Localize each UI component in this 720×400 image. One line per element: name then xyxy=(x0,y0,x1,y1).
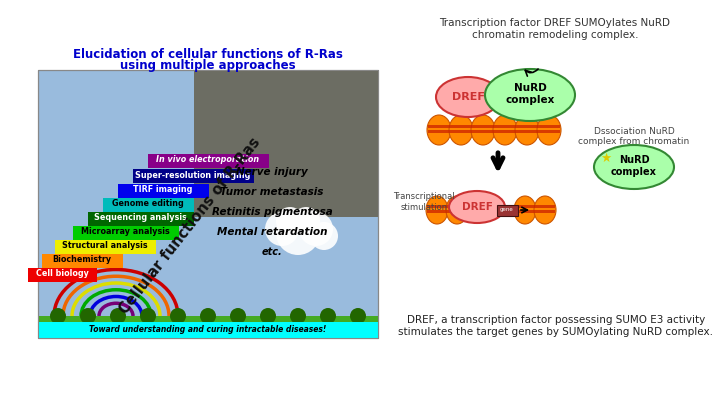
Circle shape xyxy=(140,308,156,324)
Circle shape xyxy=(350,308,366,324)
Ellipse shape xyxy=(534,196,556,224)
Text: Transcriptional
stimulation: Transcriptional stimulation xyxy=(393,192,455,212)
Text: Nerve injury: Nerve injury xyxy=(236,167,308,177)
Ellipse shape xyxy=(515,115,539,145)
Bar xyxy=(428,130,450,133)
Bar xyxy=(515,205,535,208)
Bar xyxy=(450,130,472,133)
Circle shape xyxy=(200,308,216,324)
Bar xyxy=(427,205,447,208)
Circle shape xyxy=(290,308,306,324)
Ellipse shape xyxy=(436,77,500,117)
Ellipse shape xyxy=(514,196,536,224)
Bar xyxy=(447,210,467,213)
Text: Sequencing analysis: Sequencing analysis xyxy=(94,214,187,222)
Circle shape xyxy=(276,211,320,255)
Bar xyxy=(427,210,447,213)
Ellipse shape xyxy=(471,115,495,145)
FancyBboxPatch shape xyxy=(117,184,209,198)
Text: Microarray analysis: Microarray analysis xyxy=(81,228,170,236)
Text: stimulates the target genes by SUMOylating NuRD complex.: stimulates the target genes by SUMOylati… xyxy=(398,327,714,337)
Text: Toward understanding and curing intractable diseases!: Toward understanding and curing intracta… xyxy=(89,326,327,334)
Text: Mental retardation: Mental retardation xyxy=(217,227,328,237)
Circle shape xyxy=(310,222,338,250)
Circle shape xyxy=(260,308,276,324)
Text: Cellular functions of R-Ras: Cellular functions of R-Ras xyxy=(117,134,264,316)
Circle shape xyxy=(230,308,246,324)
Text: TIRF imaging: TIRF imaging xyxy=(133,186,193,194)
Bar xyxy=(535,210,555,213)
Text: chromatin remodeling complex.: chromatin remodeling complex. xyxy=(472,30,638,40)
FancyBboxPatch shape xyxy=(497,204,518,216)
Text: gene: gene xyxy=(500,208,514,212)
FancyBboxPatch shape xyxy=(42,254,122,268)
Ellipse shape xyxy=(493,115,517,145)
Ellipse shape xyxy=(537,115,561,145)
Bar xyxy=(516,130,538,133)
FancyBboxPatch shape xyxy=(148,154,269,168)
Circle shape xyxy=(265,212,299,246)
FancyBboxPatch shape xyxy=(88,212,194,226)
Bar xyxy=(38,70,378,338)
FancyBboxPatch shape xyxy=(102,198,194,212)
Ellipse shape xyxy=(426,196,448,224)
Bar xyxy=(472,130,494,133)
Circle shape xyxy=(320,308,336,324)
Bar xyxy=(515,210,535,213)
Text: Structural analysis: Structural analysis xyxy=(62,242,148,250)
Text: complex from chromatin: complex from chromatin xyxy=(578,138,690,146)
Text: Cell biology: Cell biology xyxy=(35,270,89,278)
Text: Genome editing: Genome editing xyxy=(112,200,184,208)
Bar xyxy=(450,125,472,128)
Text: ★: ★ xyxy=(600,152,611,164)
FancyBboxPatch shape xyxy=(73,226,179,240)
Ellipse shape xyxy=(594,145,674,189)
Bar xyxy=(472,125,494,128)
Text: Elucidation of cellular functions of R-Ras: Elucidation of cellular functions of R-R… xyxy=(73,48,343,60)
Text: Super-resolution imaging: Super-resolution imaging xyxy=(135,170,251,180)
Bar xyxy=(516,125,538,128)
Text: Tumor metastasis: Tumor metastasis xyxy=(220,187,324,197)
Circle shape xyxy=(110,308,126,324)
FancyBboxPatch shape xyxy=(132,168,253,182)
Bar xyxy=(38,316,378,338)
Text: NuRD
complex: NuRD complex xyxy=(505,83,554,105)
Text: Dssociation NuRD: Dssociation NuRD xyxy=(593,128,675,136)
Text: using multiple approaches: using multiple approaches xyxy=(120,58,296,72)
Text: DREF: DREF xyxy=(451,92,485,102)
Text: Biochemistry: Biochemistry xyxy=(53,256,112,264)
Text: Transcription factor DREF SUMOylates NuRD: Transcription factor DREF SUMOylates NuR… xyxy=(439,18,670,28)
Bar xyxy=(447,205,467,208)
Bar xyxy=(538,130,560,133)
Ellipse shape xyxy=(427,115,451,145)
Bar xyxy=(428,125,450,128)
Bar xyxy=(494,130,516,133)
Bar xyxy=(38,70,378,338)
Circle shape xyxy=(50,308,66,324)
Ellipse shape xyxy=(449,115,473,145)
FancyBboxPatch shape xyxy=(55,240,156,254)
Circle shape xyxy=(292,207,320,235)
Ellipse shape xyxy=(446,196,468,224)
Text: NuRD
complex: NuRD complex xyxy=(611,155,657,177)
Circle shape xyxy=(299,212,333,246)
Text: In vivo electroporation: In vivo electroporation xyxy=(156,156,260,164)
Bar xyxy=(494,125,516,128)
Bar xyxy=(538,125,560,128)
Text: etc.: etc. xyxy=(261,247,282,257)
Text: Retinitis pigmentosa: Retinitis pigmentosa xyxy=(212,207,333,217)
Circle shape xyxy=(80,308,96,324)
Circle shape xyxy=(170,308,186,324)
Bar xyxy=(535,205,555,208)
Ellipse shape xyxy=(449,191,505,223)
Circle shape xyxy=(276,207,304,235)
Ellipse shape xyxy=(485,69,575,121)
Bar xyxy=(194,70,378,217)
FancyBboxPatch shape xyxy=(27,268,96,282)
Text: DREF: DREF xyxy=(462,202,492,212)
Text: DREF, a transcription factor possessing SUMO E3 activity: DREF, a transcription factor possessing … xyxy=(407,315,705,325)
Bar xyxy=(38,322,378,338)
